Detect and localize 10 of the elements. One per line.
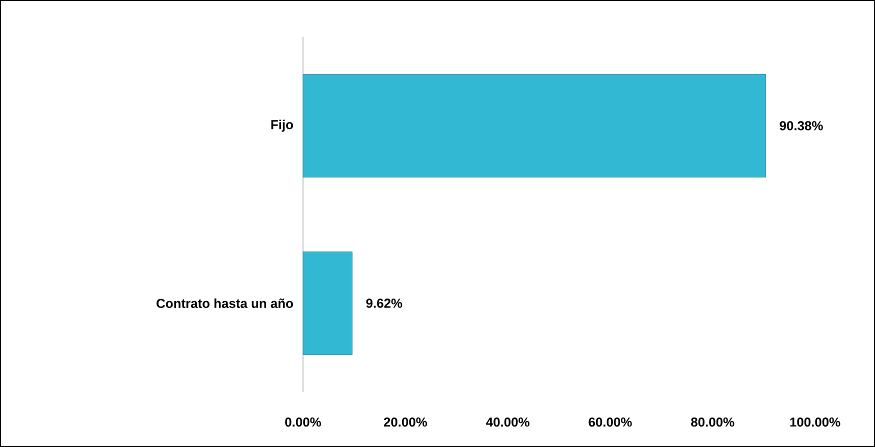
x-tick-label: 0.00% [285,418,322,427]
x-tick-label: 20.00% [384,418,428,427]
data-label: 9.62% [366,298,402,308]
data-label: 90.38% [780,121,823,130]
x-tick-label: 60.00% [588,418,632,427]
y-tick-label: Fijo [271,120,293,132]
x-tick-label: 80.00% [691,418,734,427]
y-tick-label: Contrato hasta un año [156,298,293,308]
x-tick-label: 40.00% [486,418,530,427]
x-tick-label: 100.00% [790,418,840,427]
